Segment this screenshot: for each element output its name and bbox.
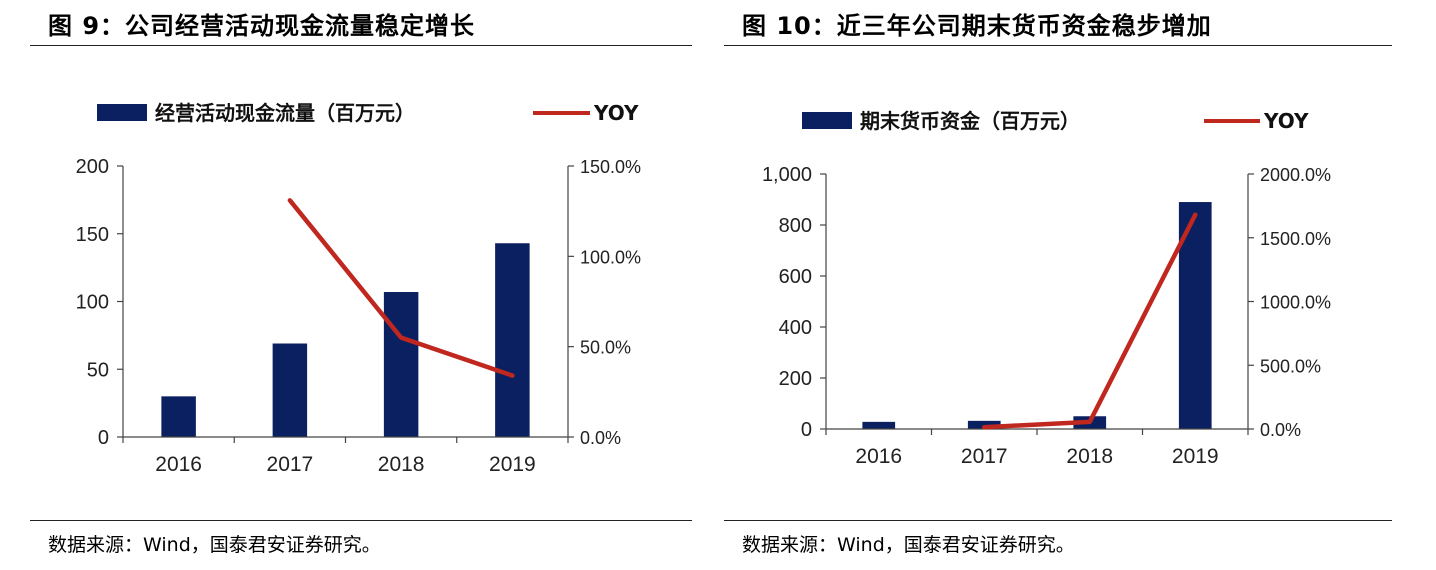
title-rule bbox=[724, 45, 1392, 46]
cash-flow-chart: 经营活动现金流量（百万元） YOY 0 50 100 150 200 0.0% 50.0% 100… bbox=[76, 101, 641, 476]
bar bbox=[383, 292, 419, 437]
left-tick-label: 200 bbox=[779, 368, 812, 390]
right-tick-label: 2000.0% bbox=[1260, 165, 1331, 185]
bar bbox=[272, 343, 308, 437]
left-tick-label: 150 bbox=[76, 224, 109, 246]
bar bbox=[495, 243, 530, 437]
right-tick-label: 150.0% bbox=[580, 157, 641, 177]
figure-10-panel: 图 10：近三年公司期末货币资金稳步增加 期末货币资金（百万元） YOY 0 200 4… bbox=[720, 0, 1420, 570]
legend-bar-swatch bbox=[97, 104, 147, 121]
right-tick-label: 0.0% bbox=[580, 428, 621, 448]
legend-bar-swatch bbox=[802, 112, 852, 129]
bar bbox=[161, 396, 196, 437]
left-tick-label: 50 bbox=[87, 359, 109, 381]
bar bbox=[862, 421, 896, 429]
right-tick-label: 0.0% bbox=[1260, 420, 1301, 440]
yoy-line bbox=[287, 198, 515, 378]
bar bbox=[967, 420, 1001, 429]
x-tick-label: 2016 bbox=[155, 453, 202, 476]
right-tick-label: 50.0% bbox=[580, 338, 631, 358]
x-tick-label: 2018 bbox=[378, 453, 425, 476]
legend-bar-label: 期末货币资金（百万元） bbox=[860, 109, 1080, 133]
left-tick-label: 1,000 bbox=[762, 164, 812, 186]
left-tick-label: 800 bbox=[779, 215, 812, 237]
x-tick-label: 2017 bbox=[961, 445, 1008, 468]
left-tick-label: 0 bbox=[98, 427, 109, 449]
left-tick-label: 200 bbox=[76, 156, 109, 178]
yoy-line bbox=[982, 212, 1198, 430]
x-tick-label: 2017 bbox=[267, 453, 314, 476]
legend-line-label: YOY bbox=[593, 101, 639, 125]
legend-line-label: YOY bbox=[1263, 109, 1309, 133]
figure-title: 图 10：近三年公司期末货币资金稳步增加 bbox=[742, 12, 1212, 40]
right-tick-label: 500.0% bbox=[1260, 356, 1321, 376]
x-tick-label: 2019 bbox=[489, 453, 536, 476]
left-tick-label: 100 bbox=[76, 292, 109, 314]
source-note: 数据来源：Wind，国泰君安证券研究。 bbox=[48, 534, 381, 556]
right-tick-label: 100.0% bbox=[580, 247, 641, 267]
left-tick-label: 400 bbox=[779, 317, 812, 339]
monetary-funds-chart: 期末货币资金（百万元） YOY 0 200 400 600 800 1,000 0.0% 500.… bbox=[762, 109, 1331, 468]
source-rule bbox=[30, 520, 692, 521]
x-tick-label: 2019 bbox=[1172, 445, 1219, 468]
left-tick-label: 600 bbox=[779, 266, 812, 288]
source-note: 数据来源：Wind，国泰君安证券研究。 bbox=[742, 534, 1075, 556]
right-tick-label: 1000.0% bbox=[1260, 293, 1331, 313]
x-tick-label: 2016 bbox=[855, 445, 902, 468]
source-rule bbox=[724, 520, 1392, 521]
x-tick-label: 2018 bbox=[1066, 445, 1113, 468]
figure-9-panel: 图 9：公司经营活动现金流量稳定增长 经营活动现金流量（百万元） YOY 0 50 10… bbox=[0, 0, 700, 570]
left-tick-label: 0 bbox=[801, 419, 812, 441]
figure-title: 图 9：公司经营活动现金流量稳定增长 bbox=[48, 12, 476, 40]
title-rule bbox=[30, 45, 692, 46]
legend-bar-label: 经营活动现金流量（百万元） bbox=[155, 101, 415, 125]
right-tick-label: 1500.0% bbox=[1260, 229, 1331, 249]
